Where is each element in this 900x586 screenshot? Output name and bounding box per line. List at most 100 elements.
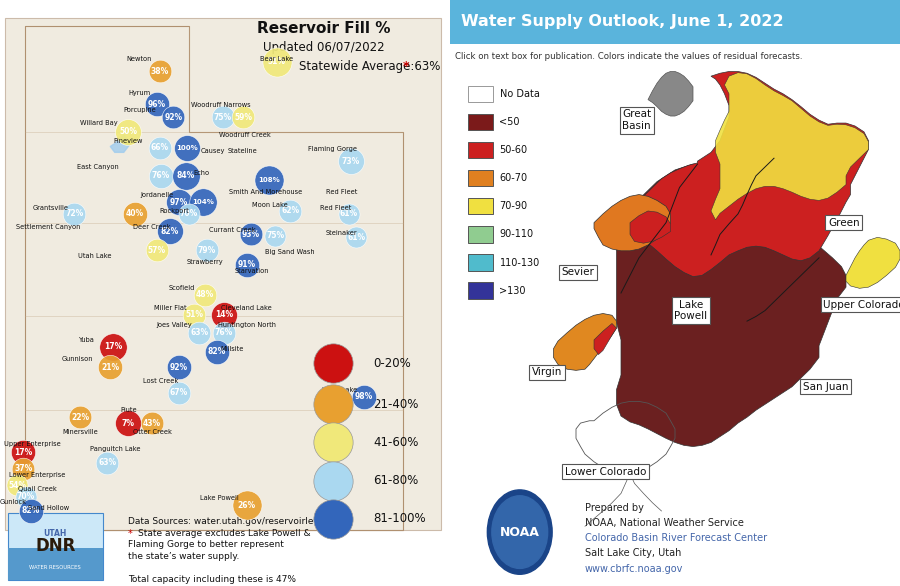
Point xyxy=(73,413,87,422)
Text: 21%: 21% xyxy=(101,363,120,372)
Text: NOAA: NOAA xyxy=(500,526,540,539)
Polygon shape xyxy=(594,195,670,251)
Text: 96%: 96% xyxy=(148,100,166,109)
Point xyxy=(16,464,31,473)
Point xyxy=(326,476,340,485)
Text: 81-100%: 81-100% xyxy=(374,512,426,525)
Text: 98%: 98% xyxy=(355,392,373,401)
Text: Upper Enterprise: Upper Enterprise xyxy=(4,441,61,447)
Text: East Canyon: East Canyon xyxy=(77,164,119,170)
Polygon shape xyxy=(110,135,130,152)
Point xyxy=(244,230,258,239)
Text: 59%: 59% xyxy=(234,113,252,122)
Text: 79%: 79% xyxy=(198,246,216,255)
Point xyxy=(172,197,186,207)
Text: Gunlock: Gunlock xyxy=(0,499,27,505)
Text: Lake
Powell: Lake Powell xyxy=(674,300,707,321)
Text: 75%: 75% xyxy=(266,231,284,240)
Text: Moon Lake: Moon Lake xyxy=(252,202,288,208)
Text: 110-130: 110-130 xyxy=(500,257,540,268)
Point xyxy=(121,418,135,428)
Text: www.cbrfc.noaa.gov: www.cbrfc.noaa.gov xyxy=(585,564,683,574)
Text: 21-40%: 21-40% xyxy=(374,398,419,411)
Point xyxy=(344,156,358,166)
Point xyxy=(172,388,186,397)
Point xyxy=(217,310,231,319)
Bar xyxy=(468,282,493,299)
Text: Stateline: Stateline xyxy=(227,148,257,154)
Text: Sand Hollow: Sand Hollow xyxy=(28,505,69,511)
Bar xyxy=(468,254,493,271)
Point xyxy=(268,231,283,240)
Text: <50: <50 xyxy=(500,117,520,127)
Text: 91%: 91% xyxy=(238,260,256,270)
Text: Great
Basin: Great Basin xyxy=(622,110,652,131)
Text: 66%: 66% xyxy=(150,143,169,152)
Text: Miller Flat: Miller Flat xyxy=(154,305,186,311)
Text: Settlement Canyon: Settlement Canyon xyxy=(16,224,81,230)
Text: Echo: Echo xyxy=(194,170,209,176)
Point xyxy=(187,310,202,319)
Text: 93%: 93% xyxy=(242,230,260,239)
Text: Newton: Newton xyxy=(127,56,152,62)
Text: 62%: 62% xyxy=(281,206,300,216)
Text: Lower Colorado: Lower Colorado xyxy=(564,466,646,477)
Text: 61-80%: 61-80% xyxy=(374,474,419,487)
Text: Virgin: Virgin xyxy=(532,367,562,377)
Text: 70-90: 70-90 xyxy=(500,201,527,212)
Point xyxy=(196,197,211,207)
Point xyxy=(154,171,168,180)
Text: Willard Bay: Willard Bay xyxy=(80,120,118,126)
Text: Rockport: Rockport xyxy=(159,208,190,214)
Point xyxy=(326,400,340,409)
Text: WATER RESOURCES: WATER RESOURCES xyxy=(30,565,81,570)
Text: Flaming Gorge: Flaming Gorge xyxy=(309,146,357,152)
Text: Water Supply Outlook, June 1, 2022: Water Supply Outlook, June 1, 2022 xyxy=(461,14,784,29)
Point xyxy=(262,175,276,185)
Text: 7%: 7% xyxy=(122,418,135,428)
Polygon shape xyxy=(648,71,693,116)
Point xyxy=(178,171,193,180)
Text: Hyrum: Hyrum xyxy=(129,90,150,96)
Point xyxy=(103,363,117,372)
Text: Statewide Average:63%: Statewide Average:63% xyxy=(299,60,441,73)
Text: Steinaker: Steinaker xyxy=(325,230,357,236)
Text: Grantsville: Grantsville xyxy=(33,205,68,211)
Text: Green: Green xyxy=(828,217,859,228)
Text: Piute: Piute xyxy=(120,407,137,413)
Polygon shape xyxy=(711,73,868,220)
Text: 50%: 50% xyxy=(119,127,137,137)
Point xyxy=(179,143,194,152)
Text: 60-70: 60-70 xyxy=(500,173,527,183)
Text: Joes Valley: Joes Valley xyxy=(157,322,193,328)
Text: Panguitch Lake: Panguitch Lake xyxy=(89,447,140,452)
Text: DNR: DNR xyxy=(35,537,76,555)
Text: the state’s water supply.: the state’s water supply. xyxy=(128,552,239,561)
Point xyxy=(236,113,250,122)
Text: Colorado Basin River Forecast Center: Colorado Basin River Forecast Center xyxy=(585,533,767,543)
Text: Minersville: Minersville xyxy=(62,429,98,435)
Text: *: * xyxy=(403,60,410,73)
Text: Starvation: Starvation xyxy=(235,268,269,274)
Text: Porcupine: Porcupine xyxy=(123,107,156,113)
Text: Lower Enterprise: Lower Enterprise xyxy=(9,472,65,478)
Text: Red Fleet: Red Fleet xyxy=(320,205,351,211)
Text: Quail Creek: Quail Creek xyxy=(17,486,57,492)
Text: 76%: 76% xyxy=(152,171,170,180)
Text: 57%: 57% xyxy=(148,246,166,255)
Text: Lost Creek: Lost Creek xyxy=(143,378,179,384)
Text: 76%: 76% xyxy=(215,328,233,338)
Point xyxy=(172,363,186,372)
Polygon shape xyxy=(554,314,616,370)
Text: Deer Creek: Deer Creek xyxy=(133,224,171,230)
Text: Utah Lake: Utah Lake xyxy=(77,253,112,259)
Text: Gunnison: Gunnison xyxy=(61,356,94,362)
Text: 50-60: 50-60 xyxy=(500,145,527,155)
Text: Upper Colorado: Upper Colorado xyxy=(824,299,900,310)
Text: Prepared by: Prepared by xyxy=(585,503,644,513)
Text: Smith And Morehouse: Smith And Morehouse xyxy=(229,189,302,195)
Point xyxy=(217,328,231,338)
Bar xyxy=(468,170,493,186)
Point xyxy=(149,246,164,255)
Circle shape xyxy=(491,496,547,568)
